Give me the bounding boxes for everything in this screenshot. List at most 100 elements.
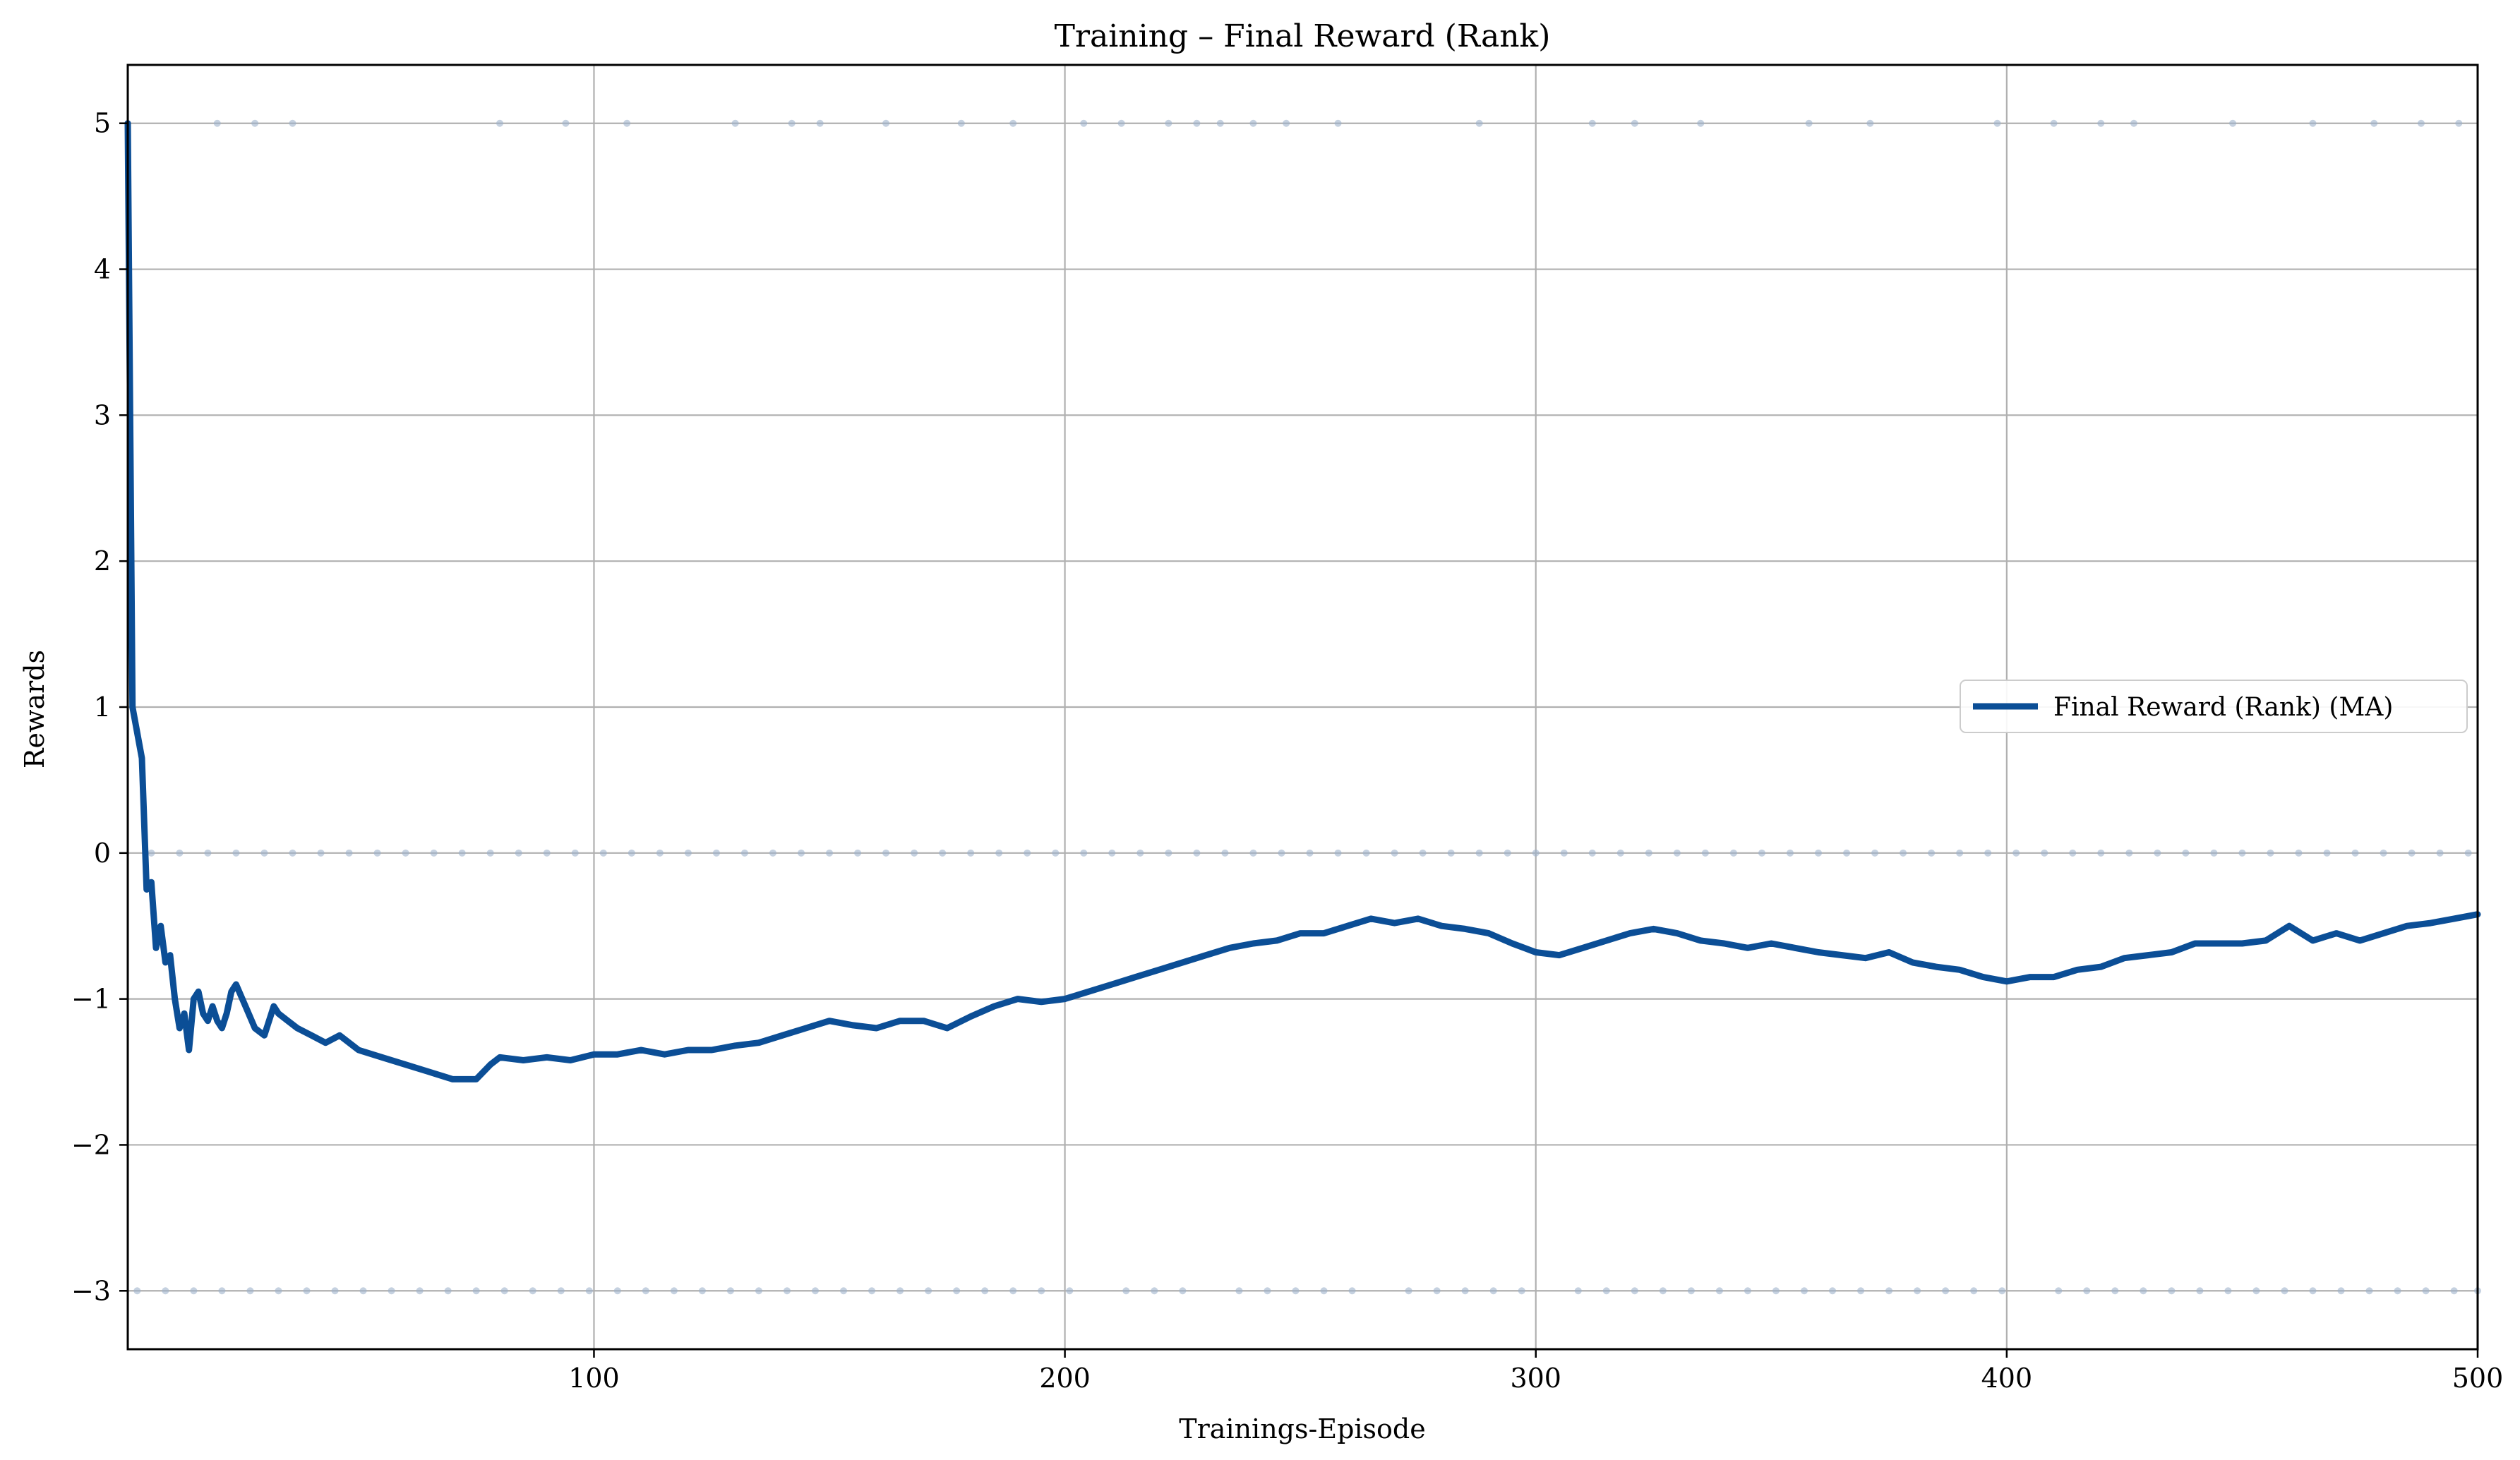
scatter-point xyxy=(670,1287,678,1295)
scatter-point xyxy=(1970,1287,1978,1295)
scatter-point xyxy=(2050,119,2058,127)
scatter-point xyxy=(854,849,862,857)
scatter-point xyxy=(1066,1287,1074,1295)
scatter-point xyxy=(2111,1287,2119,1295)
scatter-point xyxy=(213,119,221,127)
scatter-point xyxy=(1659,1287,1667,1295)
scatter-layer xyxy=(133,119,2481,1295)
scatter-point xyxy=(1193,119,1201,127)
scatter-point xyxy=(788,119,796,127)
scatter-point xyxy=(472,1287,480,1295)
scatter-point xyxy=(1447,849,1455,857)
scatter-point xyxy=(359,1287,367,1295)
scatter-point xyxy=(2351,849,2359,857)
scatter-point xyxy=(812,1287,820,1295)
scatter-point xyxy=(2238,849,2246,857)
scatter-point xyxy=(1306,849,1314,857)
scatter-point xyxy=(1744,1287,1751,1295)
scatter-point xyxy=(1715,1287,1723,1295)
scatter-point xyxy=(246,1287,254,1295)
scatter-point xyxy=(1815,849,1823,857)
scatter-point xyxy=(1264,1287,1271,1295)
scatter-point xyxy=(1165,849,1172,857)
scatter-point xyxy=(840,1287,848,1295)
chart-title: Training – Final Reward (Rank) xyxy=(1055,18,1551,54)
scatter-point xyxy=(2450,1287,2458,1295)
scatter-point xyxy=(1532,849,1540,857)
scatter-point xyxy=(1673,849,1681,857)
scatter-point xyxy=(1461,1287,1469,1295)
scatter-point xyxy=(868,1287,876,1295)
scatter-point xyxy=(957,119,965,127)
scatter-point xyxy=(402,849,409,857)
scatter-point xyxy=(2295,849,2303,857)
scatter-point xyxy=(1193,849,1201,857)
scatter-point xyxy=(204,849,212,857)
scatter-point xyxy=(2337,1287,2345,1295)
scatter-point xyxy=(816,119,824,127)
scatter-point xyxy=(2224,1287,2232,1295)
scatter-point xyxy=(289,119,296,127)
scatter-point xyxy=(1216,119,1224,127)
scatter-point xyxy=(1348,1287,1356,1295)
scatter-point xyxy=(2464,849,2472,857)
scatter-point xyxy=(2229,119,2237,127)
scatter-point xyxy=(1998,1287,2006,1295)
scatter-point xyxy=(995,849,1003,857)
scatter-point xyxy=(2041,849,2048,857)
scatter-point xyxy=(2365,1287,2373,1295)
scatter-point xyxy=(2309,1287,2317,1295)
scatter-point xyxy=(726,1287,734,1295)
scatter-point xyxy=(1489,1287,1497,1295)
scatter-point xyxy=(1631,119,1638,127)
scatter-point xyxy=(2168,1287,2176,1295)
scatter-point xyxy=(1165,119,1172,127)
scatter-point xyxy=(967,849,975,857)
scatter-point xyxy=(2130,119,2137,127)
scatter-point xyxy=(613,1287,621,1295)
scatter-point xyxy=(2252,1287,2260,1295)
y-tick-label: 0 xyxy=(94,838,111,869)
scatter-point xyxy=(1588,849,1596,857)
scatter-point xyxy=(1928,849,1936,857)
scatter-point xyxy=(1942,1287,1950,1295)
scatter-point xyxy=(571,849,579,857)
scatter-point xyxy=(628,849,635,857)
scatter-point xyxy=(1475,849,1483,857)
scatter-point xyxy=(1320,1287,1328,1295)
scatter-point xyxy=(218,1287,226,1295)
scatter-point xyxy=(1914,1287,1921,1295)
scatter-point xyxy=(2097,119,2105,127)
scatter-point xyxy=(1885,1287,1893,1295)
scatter-point xyxy=(1871,849,1879,857)
y-axis-label: Rewards xyxy=(19,650,50,768)
scatter-point xyxy=(148,849,155,857)
scatter-point xyxy=(1645,849,1652,857)
scatter-point xyxy=(1560,849,1568,857)
scatter-point xyxy=(2309,119,2317,127)
scatter-point xyxy=(373,849,381,857)
scatter-point xyxy=(1805,119,1813,127)
scatter-point xyxy=(1687,1287,1695,1295)
scatter-point xyxy=(1574,1287,1582,1295)
scatter-point xyxy=(2069,849,2077,857)
scatter-point xyxy=(1829,1287,1837,1295)
scatter-point xyxy=(430,849,438,857)
scatter-point xyxy=(1993,119,2001,127)
scatter-point xyxy=(981,1287,989,1295)
y-tick-label: 4 xyxy=(94,254,111,285)
scatter-point xyxy=(2196,1287,2204,1295)
scatter-point xyxy=(486,849,494,857)
scatter-point xyxy=(826,849,834,857)
x-axis-label: Trainings-Episode xyxy=(1179,1413,1426,1444)
scatter-point xyxy=(388,1287,395,1295)
scatter-point xyxy=(712,849,720,857)
scatter-point xyxy=(1433,1287,1441,1295)
scatter-point xyxy=(1249,849,1257,857)
scatter-point xyxy=(2408,849,2416,857)
scatter-point xyxy=(331,1287,339,1295)
scatter-point xyxy=(698,1287,706,1295)
scatter-point xyxy=(2097,849,2105,857)
y-tick-label: −2 xyxy=(71,1129,111,1160)
y-tick-label: 2 xyxy=(94,545,111,577)
